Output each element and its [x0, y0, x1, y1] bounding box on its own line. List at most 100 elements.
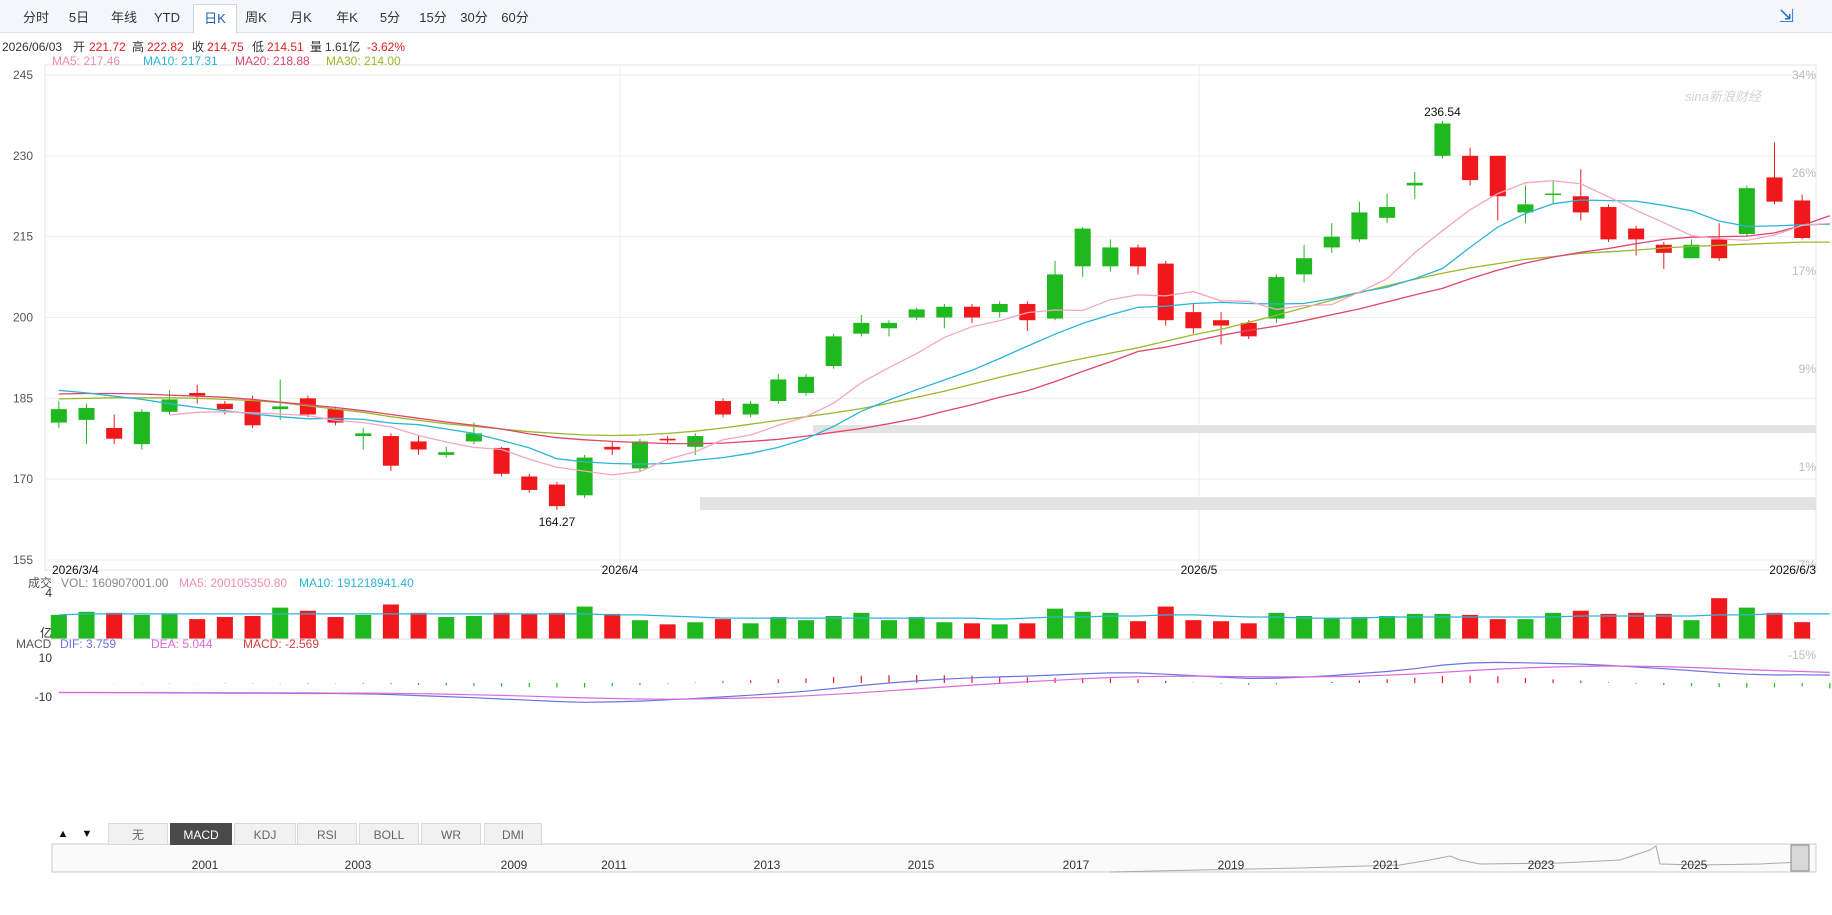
candle-body	[1268, 277, 1285, 319]
volume-bar	[327, 617, 344, 639]
vol-tick-label: 4	[45, 586, 52, 600]
volume-bar	[438, 617, 455, 639]
tab-ytd[interactable]: YTD	[154, 10, 180, 25]
candle-body	[797, 376, 815, 393]
candle-body	[1351, 212, 1368, 240]
timeline-year-label: 2019	[1218, 858, 1245, 872]
stock-chart: 2026/06/03 开 221.72 高 222.82 收 214.75 低 …	[2, 39, 1831, 873]
volume-bar	[1600, 613, 1617, 639]
tab-k[interactable]: 月K	[290, 10, 312, 25]
candle-body	[1323, 236, 1340, 248]
indicator-tab-kdj[interactable]: KDJ	[234, 823, 296, 845]
indicator-tab-wr[interactable]: WR	[421, 823, 481, 845]
candle-body	[1462, 155, 1479, 181]
pct-tick-label: 34%	[1792, 68, 1816, 82]
watermark: sina新浪财经	[1685, 89, 1763, 104]
ma-legend-item: MA20: 218.88	[235, 54, 310, 68]
volume-bar	[1655, 613, 1672, 639]
volume-bar	[1019, 623, 1036, 639]
tab-period-0[interactable]: 分时	[22, 10, 49, 25]
volume-bar	[880, 620, 898, 639]
volume-bar	[908, 617, 925, 639]
volume-bar	[1157, 606, 1174, 639]
indicator-tab-none[interactable]: 无	[108, 823, 168, 845]
candle-body	[1296, 258, 1313, 275]
candle-body	[1489, 155, 1506, 197]
candle-body	[1545, 193, 1562, 196]
volume-bar	[1240, 623, 1257, 639]
tab-5[interactable]: 5日	[68, 10, 90, 25]
info-close-label: 收	[192, 40, 204, 54]
candle-body	[1102, 247, 1119, 267]
volume-bar	[631, 620, 648, 639]
volume-bar	[1628, 612, 1645, 639]
tab-k[interactable]: 年K	[336, 10, 358, 25]
tab-5[interactable]: 5分	[379, 10, 401, 25]
tab-60[interactable]: 60分	[501, 10, 529, 25]
tab-30[interactable]: 30分	[460, 10, 488, 25]
pct-tick-label: 17%	[1792, 264, 1816, 278]
candle-body	[1655, 244, 1672, 253]
volume-bar	[299, 610, 316, 639]
info-high-value: 222.82	[147, 40, 184, 54]
indicator-tab-macd[interactable]: MACD	[170, 823, 232, 845]
indicator-up-button[interactable]: ▲	[57, 828, 69, 840]
price-tick-label: 200	[13, 311, 33, 325]
volume-bar	[106, 612, 123, 639]
collapse-icon[interactable]: ⇲	[1778, 6, 1794, 26]
indicator-tab-rsi[interactable]: RSI	[297, 823, 357, 845]
tab-15[interactable]: 15分	[419, 10, 447, 25]
candle-body	[936, 306, 953, 318]
timeline-year-label: 2017	[1063, 858, 1090, 872]
tab-k[interactable]: 日K	[193, 4, 237, 34]
dif-line	[58, 661, 1830, 703]
info-open-label: 开	[73, 40, 85, 54]
candle-body	[1683, 244, 1700, 259]
info-date: 2026/06/03	[2, 40, 62, 54]
tab-period-2[interactable]: 年线	[110, 10, 137, 25]
volume-bar	[576, 606, 593, 639]
macd-legend-item: DEA: 5.044	[151, 637, 213, 651]
resistance-band	[813, 425, 1816, 433]
vol-legend-item: VOL: 160907001.00	[61, 576, 169, 590]
volume-bar	[1102, 612, 1119, 639]
candle-body	[382, 436, 399, 466]
candle-body	[1185, 312, 1202, 329]
vol-legend-item: 成交	[28, 575, 52, 590]
volume-bar	[161, 613, 178, 639]
ma30-line	[58, 241, 1830, 437]
high-annotation: 236.54	[1424, 105, 1461, 119]
vol-legend-item: MA5: 200105350.80	[179, 576, 287, 590]
timeline-year-label: 2021	[1373, 858, 1400, 872]
volume-bar	[1434, 613, 1451, 639]
timeline-handle[interactable]	[1790, 844, 1810, 872]
candle-body	[604, 446, 621, 450]
volume-bar	[1130, 621, 1147, 639]
tab-k[interactable]: 周K	[245, 10, 267, 25]
ma-legend-item: MA30: 214.00	[326, 54, 401, 68]
candle-body	[1600, 207, 1617, 240]
price-tick-label: 170	[13, 472, 33, 486]
volume-bar	[991, 624, 1008, 639]
timeline-navigator[interactable]: 2001 2003 2009 2011 2013 2015 2017 2019 2021 2023…	[51, 843, 1817, 873]
indicator-tab-boll[interactable]: BOLL	[359, 823, 419, 845]
candle-body	[50, 409, 67, 423]
volume-bar	[1711, 598, 1728, 639]
volume-bar	[1213, 621, 1230, 639]
candle-body	[410, 441, 427, 450]
candle-body	[272, 406, 289, 410]
info-high-label: 高	[132, 39, 144, 54]
volume-bar	[770, 617, 787, 639]
volume-bar	[1766, 612, 1783, 639]
timeline-year-label: 2011	[601, 858, 627, 872]
indicator-down-button[interactable]: ▼	[81, 828, 93, 840]
pct-tick-label: -7%	[1795, 558, 1817, 572]
timeline-sparkline	[1109, 845, 1801, 873]
volume-bar	[936, 622, 953, 639]
timeline-year-label: 2009	[501, 858, 528, 872]
candle-body	[1794, 200, 1811, 239]
indicator-tab-dmi[interactable]: DMI	[484, 823, 542, 845]
candle-body	[714, 401, 731, 415]
candle-body	[1379, 207, 1396, 218]
volume-bar	[1738, 607, 1755, 639]
